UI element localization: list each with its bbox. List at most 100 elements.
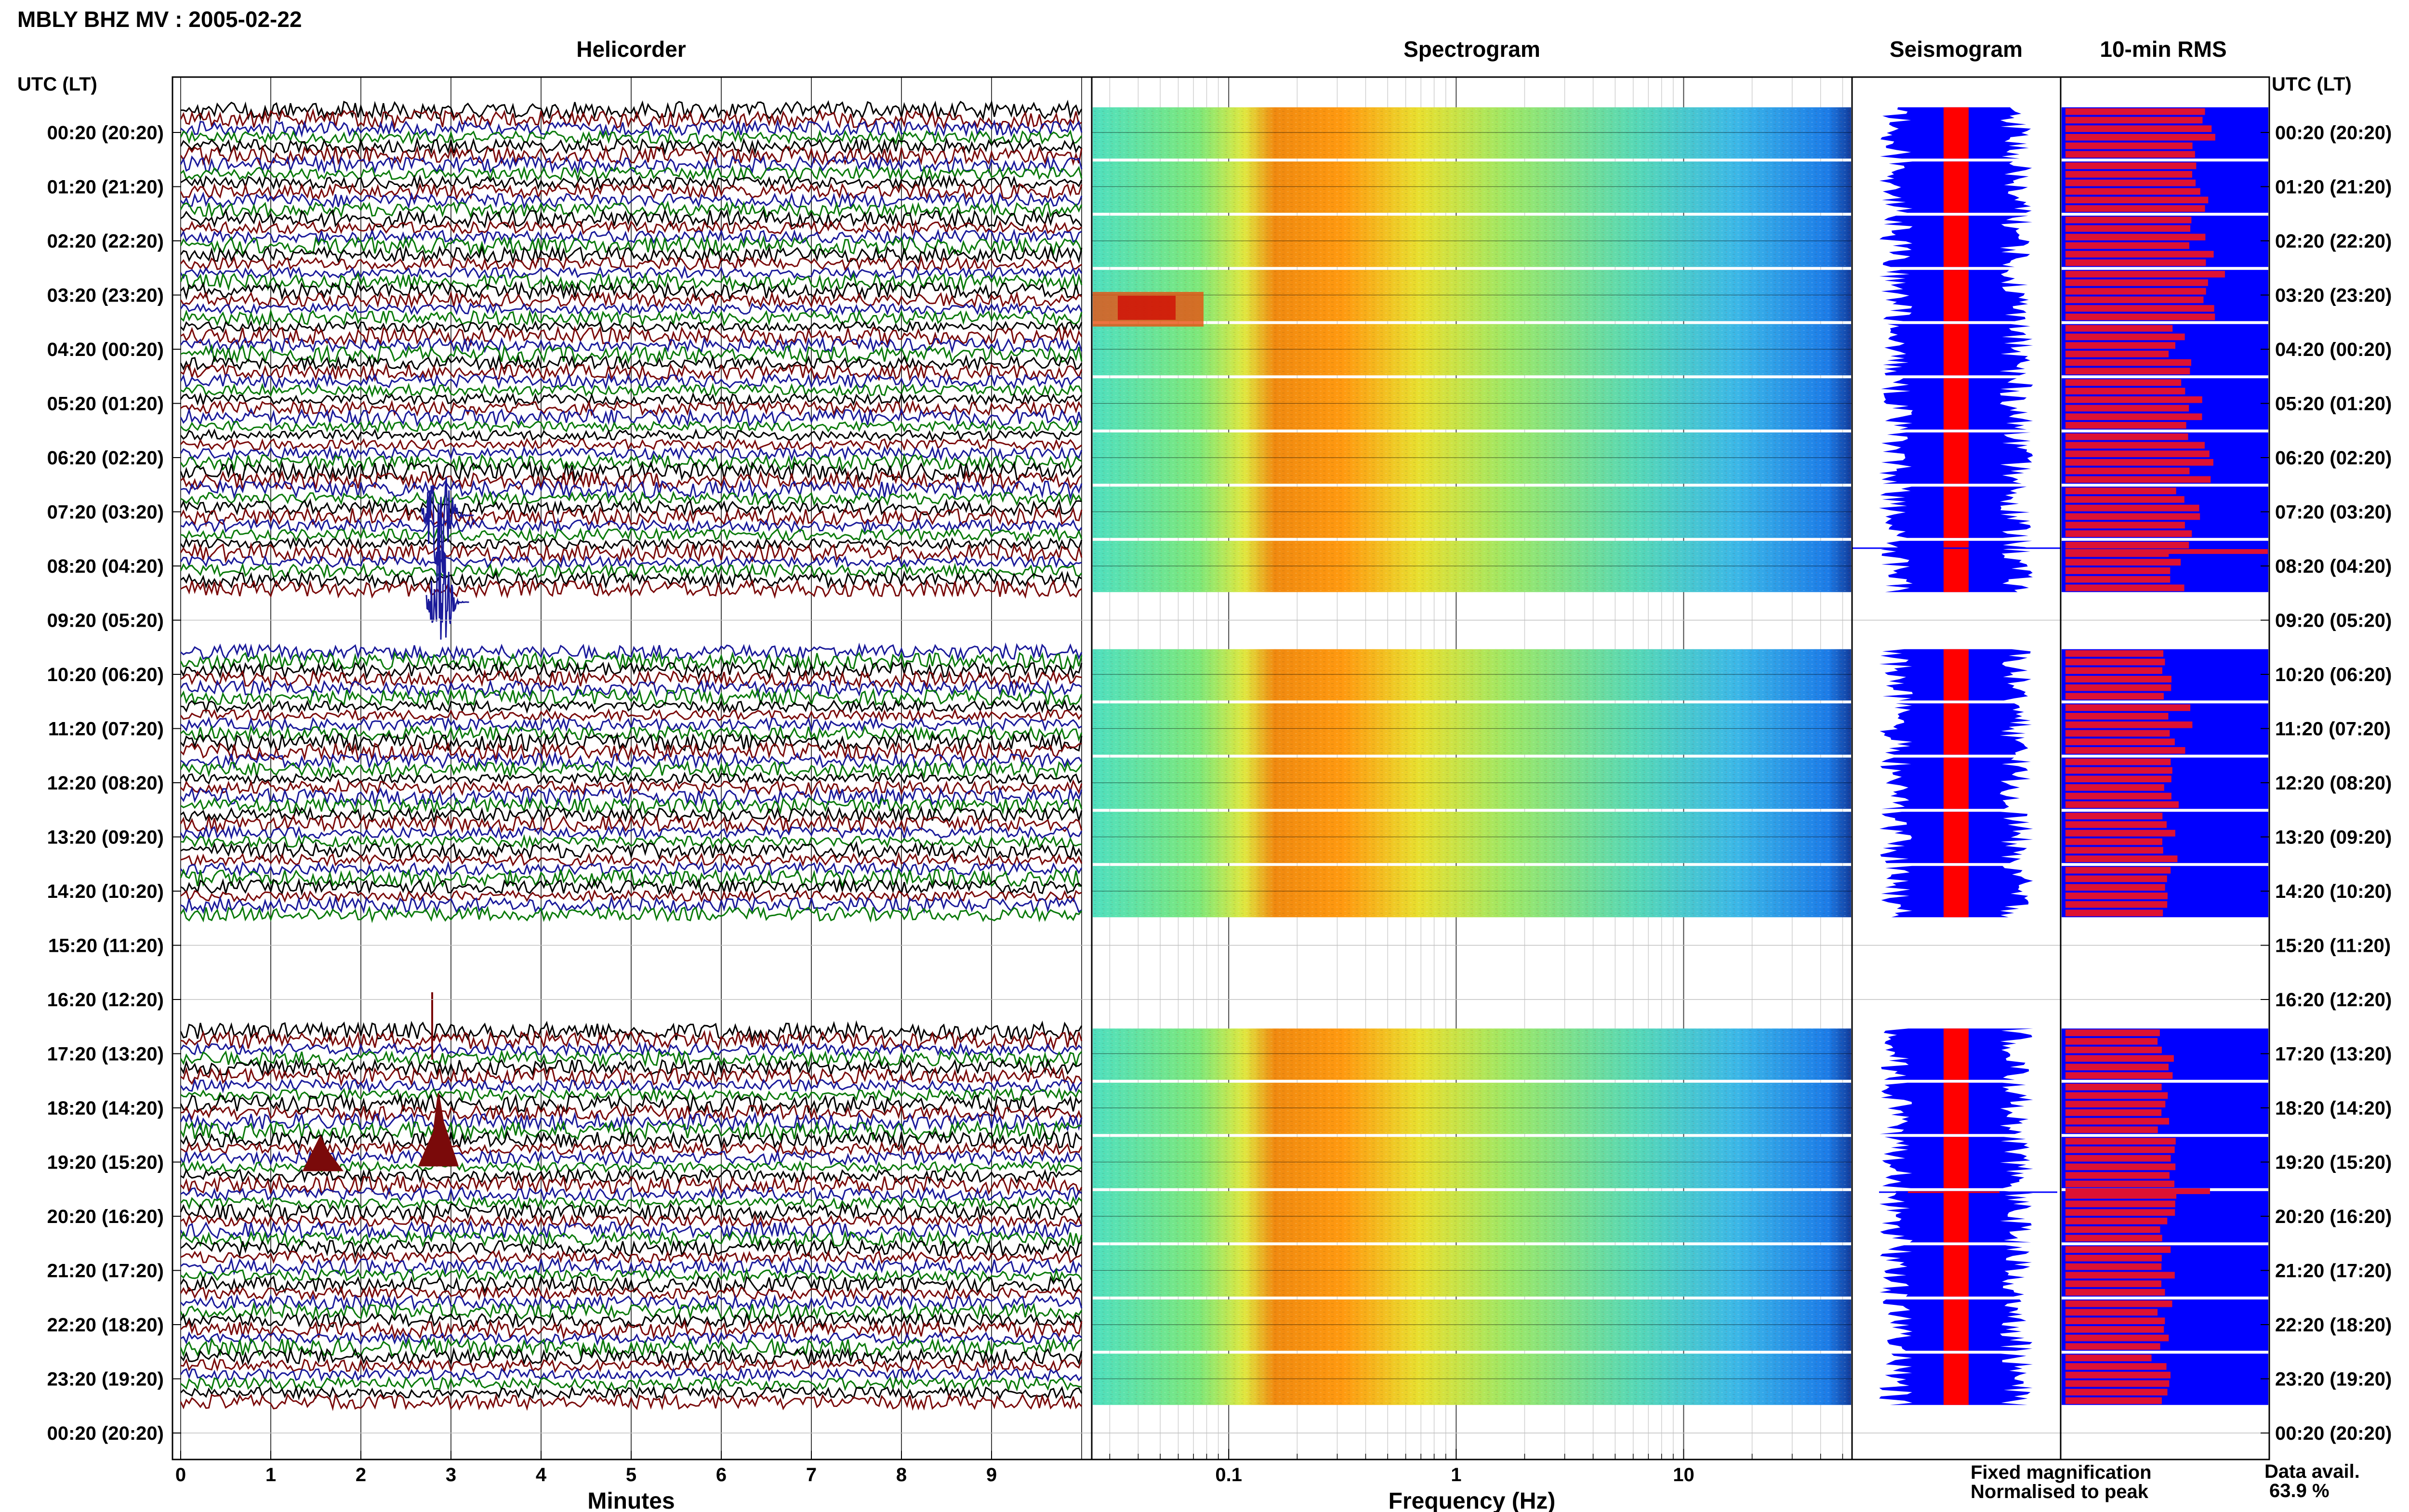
rms-bar — [2065, 813, 2163, 820]
helicorder-trace — [180, 498, 1082, 517]
time-label-left: 06:20 (02:20) — [47, 447, 164, 469]
rms-bar — [2065, 1354, 2152, 1362]
rms-bar — [2065, 396, 2202, 403]
time-labels: 00:20 (20:20) 00:20 (20:20) 01:20 (21:20) 0… — [47, 122, 2392, 1444]
spectrogram-texture — [1093, 215, 1851, 267]
rms-bar — [2065, 405, 2189, 412]
minute-tick-label: 0 — [175, 1464, 186, 1486]
spectrogram-texture — [1093, 486, 1851, 538]
helicorder-panel — [180, 77, 1083, 1459]
rms-bar — [2065, 134, 2215, 141]
rms-bar — [2065, 901, 2168, 908]
minute-tick-label: 9 — [986, 1464, 997, 1486]
rms-bar — [2065, 1072, 2173, 1079]
helicorder-trace — [180, 1103, 1083, 1122]
seismogram-normalised-trace — [1944, 1354, 1969, 1405]
helicorder-header: Helicorder — [576, 37, 686, 62]
frequency-tick-label: 1 — [1451, 1464, 1461, 1486]
seismogram-normalised-trace — [1944, 486, 1969, 538]
rms-bar — [2065, 1397, 2162, 1404]
helicorder-trace — [180, 732, 1083, 753]
helicorder-trace — [180, 760, 1083, 780]
minute-tick-label: 4 — [536, 1464, 547, 1486]
legend-normalised-to-peak: Normalised to peak — [1971, 1481, 2149, 1502]
rms-bar — [2065, 1155, 2171, 1162]
time-label-right: 13:20 (09:20) — [2275, 827, 2392, 848]
seismogram-header: Seismogram — [1890, 37, 2023, 62]
rms-bar — [2065, 142, 2193, 149]
helicorder-trace — [180, 325, 1083, 347]
helicorder-trace — [180, 144, 1083, 166]
helicorder-trace — [180, 1196, 1083, 1210]
rms-row-background — [2062, 1082, 2268, 1134]
rms-bar — [2065, 684, 2171, 691]
right-axis-unit: UTC (LT) — [2272, 74, 2352, 95]
seismogram-normalised-trace — [1944, 866, 1969, 918]
time-label-right: 05:20 (01:20) — [2275, 394, 2392, 415]
rms-bar — [2065, 1334, 2169, 1341]
rms-bar — [2065, 584, 2184, 592]
helicorder-trace — [180, 382, 1083, 398]
helicorder-trace — [180, 778, 1083, 796]
rms-bar — [2065, 1200, 2175, 1208]
rms-bar — [2065, 867, 2171, 874]
helicorder-trace — [180, 1058, 1082, 1078]
helicorder-trace — [180, 108, 1082, 130]
rms-bar — [2065, 1083, 2162, 1091]
helicorder-trace — [180, 1111, 1083, 1132]
rms-bar — [2065, 829, 2175, 837]
helicorder-trace — [180, 1385, 1083, 1401]
time-label-right: 10:20 (06:20) — [2275, 664, 2392, 685]
time-label-left: 14:20 (10:20) — [47, 881, 164, 902]
time-label-left: 00:20 (20:20) — [47, 122, 164, 144]
rms-row-background — [2062, 432, 2268, 484]
helicorder-trace — [180, 1092, 1083, 1115]
rms-bar — [2065, 1380, 2170, 1387]
seismogram-normalised-trace — [1944, 540, 1969, 592]
helicorder-trace — [180, 724, 1083, 743]
rms-row-background — [2062, 1299, 2268, 1351]
rms-bar — [2065, 205, 2205, 212]
rms-bar — [2065, 442, 2205, 449]
rms-bar — [2065, 1218, 2168, 1224]
time-label-right: 17:20 (13:20) — [2275, 1044, 2392, 1065]
spectrogram-texture — [1093, 1354, 1851, 1405]
rms-bar — [2065, 259, 2206, 266]
rms-bar — [2065, 333, 2185, 341]
rms-bar — [2065, 1235, 2162, 1242]
rms-bar — [2065, 117, 2203, 124]
spectrogram-texture — [1093, 649, 1851, 701]
rms-bar — [2065, 1118, 2170, 1125]
spectrogram-texture — [1093, 1137, 1851, 1188]
seismogram-normalised-trace — [1944, 270, 1969, 321]
helicorder-trace — [180, 750, 1083, 770]
helicorder-trace — [180, 1130, 1082, 1150]
rms-bar — [2065, 801, 2179, 808]
minute-tick-label: 7 — [806, 1464, 817, 1486]
seismogram-normalised-trace — [1944, 161, 1969, 213]
spectrogram-texture — [1093, 1245, 1851, 1297]
rms-bar — [2065, 1146, 2175, 1153]
helicorder-trace — [180, 868, 1082, 889]
minute-tick-label: 6 — [716, 1464, 727, 1486]
seismogram-normalised-trace — [1944, 1137, 1969, 1188]
helicorder-trace — [180, 419, 1082, 434]
helicorder-trace — [180, 490, 1083, 507]
rms-bar — [2065, 342, 2175, 349]
seismogram-normalised-trace — [1944, 378, 1969, 430]
rms-bar — [2065, 713, 2169, 720]
helicorder-trace — [180, 578, 1082, 599]
rms-bar — [2065, 704, 2191, 711]
rms-bar — [2065, 325, 2173, 332]
spectrogram-texture — [1093, 1028, 1851, 1080]
helicorder-trace — [180, 208, 1083, 229]
time-label-right: 23:20 (19:20) — [2275, 1369, 2392, 1390]
time-label-right: 07:20 (03:20) — [2275, 502, 2392, 523]
helicorder-trace — [180, 228, 1082, 245]
helicorder-trace — [180, 814, 1083, 834]
spectrogram-header: Spectrogram — [1403, 37, 1540, 62]
rms-bar — [2065, 188, 2200, 195]
helicorder-trace — [180, 154, 1083, 174]
figure-title: MBLY BHZ MV : 2005-02-22 — [17, 7, 302, 32]
rms-bar — [2065, 855, 2178, 862]
